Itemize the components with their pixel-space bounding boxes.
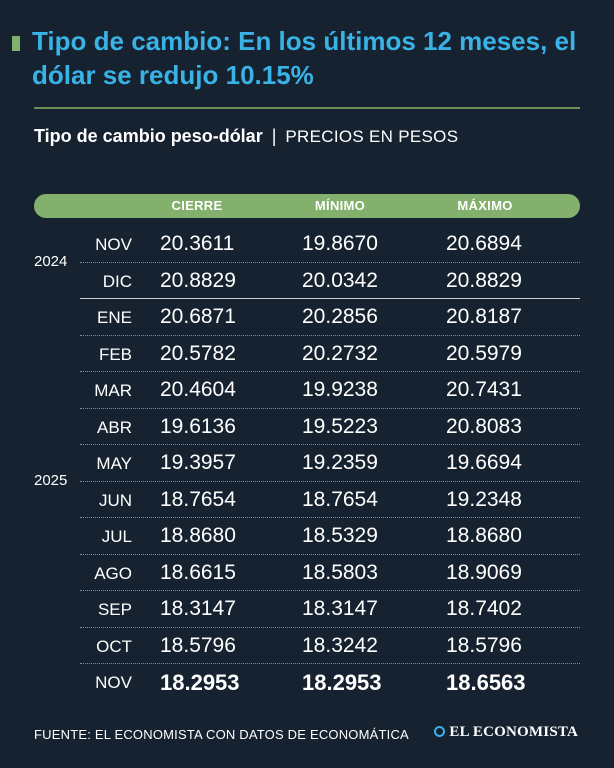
table-row: ENE 20.6871 20.2856 20.8187 [0, 299, 614, 336]
maximo-value: 20.5979 [446, 341, 522, 365]
row-divider [80, 663, 580, 664]
cierre-value: 18.5796 [160, 633, 236, 657]
chart-subtitle: Tipo de cambio peso-dólar | PRECIOS EN PES… [34, 126, 458, 147]
minimo-value: 18.5803 [302, 560, 378, 584]
row-divider [80, 298, 580, 299]
table-row: MAR 20.4604 19.9238 20.7431 [0, 372, 614, 409]
cierre-value: 18.8680 [160, 524, 236, 547]
month-label: NOV [95, 235, 132, 254]
column-header-cierre: CIERRE [171, 198, 223, 213]
table-row: MAY 19.3957 19.2359 19.6694 [0, 445, 614, 482]
month-label: NOV [95, 673, 132, 692]
column-header-minimo: MÍNIMO [314, 198, 366, 213]
cierre-value: 18.2953 [160, 670, 240, 695]
table-row: NOV 18.2953 18.2953 18.6563 [0, 664, 614, 701]
maximo-value: 18.7402 [446, 597, 522, 620]
chart-title: Tipo de cambio: En los últimos 12 meses,… [32, 26, 577, 90]
table-row: OCT 18.5796 18.3242 18.5796 [0, 628, 614, 664]
row-divider [80, 407, 580, 409]
cierre-value: 20.6871 [160, 305, 236, 328]
month-label: AGO [94, 563, 132, 583]
table-row: JUN 18.7654 18.7654 19.2348 [0, 482, 614, 518]
subtitle-main: Tipo de cambio peso-dólar [34, 126, 263, 146]
maximo-value: 20.8829 [446, 268, 522, 292]
row-divider [80, 480, 580, 482]
maximo-value: 20.6894 [446, 232, 522, 255]
month-label: ENE [97, 308, 132, 327]
data-table: NOV 20.3611 19.8670 20.6894 DIC 20.8829 20.034… [0, 226, 614, 701]
minimo-value: 20.0342 [302, 268, 378, 292]
subtitle-separator: | [271, 126, 277, 146]
cierre-value: 19.6136 [160, 414, 236, 438]
maximo-value: 20.8187 [446, 305, 522, 328]
cierre-value: 18.6615 [160, 560, 236, 584]
month-label: JUL [101, 527, 132, 546]
brand-logo: EL ECONOMISTA [434, 724, 578, 741]
row-divider [80, 334, 580, 336]
row-divider [80, 444, 580, 445]
minimo-value: 18.5329 [302, 524, 378, 547]
table-row: DIC 20.8829 20.0342 20.8829 [0, 263, 614, 299]
month-label: DIC [102, 271, 132, 291]
row-divider [80, 626, 580, 628]
cierre-value: 18.3147 [160, 597, 236, 620]
minimo-value: 19.2359 [302, 451, 378, 474]
maximo-value: 18.8680 [446, 524, 522, 547]
row-divider [80, 371, 580, 372]
maximo-value: 19.6694 [446, 451, 522, 474]
globe-logo-icon [434, 726, 446, 737]
title-accent-bar [12, 36, 20, 51]
table-row: AGO 18.6615 18.5803 18.9069 [0, 555, 614, 591]
month-label: OCT [96, 636, 132, 656]
table-row: SEP 18.3147 18.3147 18.7402 [0, 591, 614, 628]
table-row: ABR 19.6136 19.5223 20.8083 [0, 409, 614, 445]
minimo-value: 19.9238 [302, 378, 378, 401]
brand-name: EL ECONOMISTA [449, 724, 578, 740]
year-label: 2025 [34, 471, 68, 489]
month-label: FEB [98, 344, 132, 364]
minimo-value: 18.3147 [302, 597, 378, 620]
maximo-value: 18.9069 [446, 560, 522, 584]
title-divider [34, 107, 580, 109]
maximo-value: 18.6563 [446, 670, 526, 695]
month-label: SEP [97, 600, 132, 619]
cierre-value: 18.7654 [160, 487, 236, 511]
row-divider [80, 261, 580, 263]
maximo-value: 20.7431 [446, 378, 522, 401]
column-header-maximo: MÁXIMO [457, 198, 513, 213]
subtitle-units: PRECIOS EN PESOS [285, 127, 459, 146]
row-divider [80, 590, 580, 591]
cierre-value: 20.8829 [160, 268, 236, 292]
table-row: FEB 20.5782 20.2732 20.5979 [0, 336, 614, 372]
maximo-value: 18.5796 [446, 633, 522, 657]
cierre-value: 20.4604 [160, 378, 236, 401]
source-note: FUENTE: EL ECONOMISTA CON DATOS DE ECONO… [34, 727, 409, 742]
cierre-value: 19.3957 [160, 451, 236, 474]
row-divider [80, 553, 580, 555]
cierre-value: 20.3611 [160, 232, 235, 255]
row-divider [80, 517, 580, 518]
minimo-value: 20.2856 [302, 305, 378, 328]
month-label: ABR [97, 417, 132, 437]
minimo-value: 18.7654 [302, 487, 378, 511]
minimo-value: 18.3242 [302, 633, 378, 657]
minimo-value: 19.5223 [302, 414, 378, 438]
month-label: JUN [98, 490, 132, 510]
table-row: NOV 20.3611 19.8670 20.6894 [0, 226, 614, 263]
month-label: MAY [96, 454, 132, 473]
minimo-value: 19.8670 [302, 232, 378, 255]
cierre-value: 20.5782 [160, 341, 236, 365]
table-row: JUL 18.8680 18.5329 18.8680 [0, 518, 614, 555]
minimo-value: 20.2732 [302, 341, 378, 365]
month-label: MAR [94, 381, 132, 400]
year-label: 2024 [34, 252, 68, 270]
maximo-value: 19.2348 [446, 487, 522, 511]
maximo-value: 20.8083 [446, 414, 522, 438]
minimo-value: 18.2953 [302, 670, 382, 695]
table-header: CIERRE MÍNIMO MÁXIMO [34, 194, 580, 218]
